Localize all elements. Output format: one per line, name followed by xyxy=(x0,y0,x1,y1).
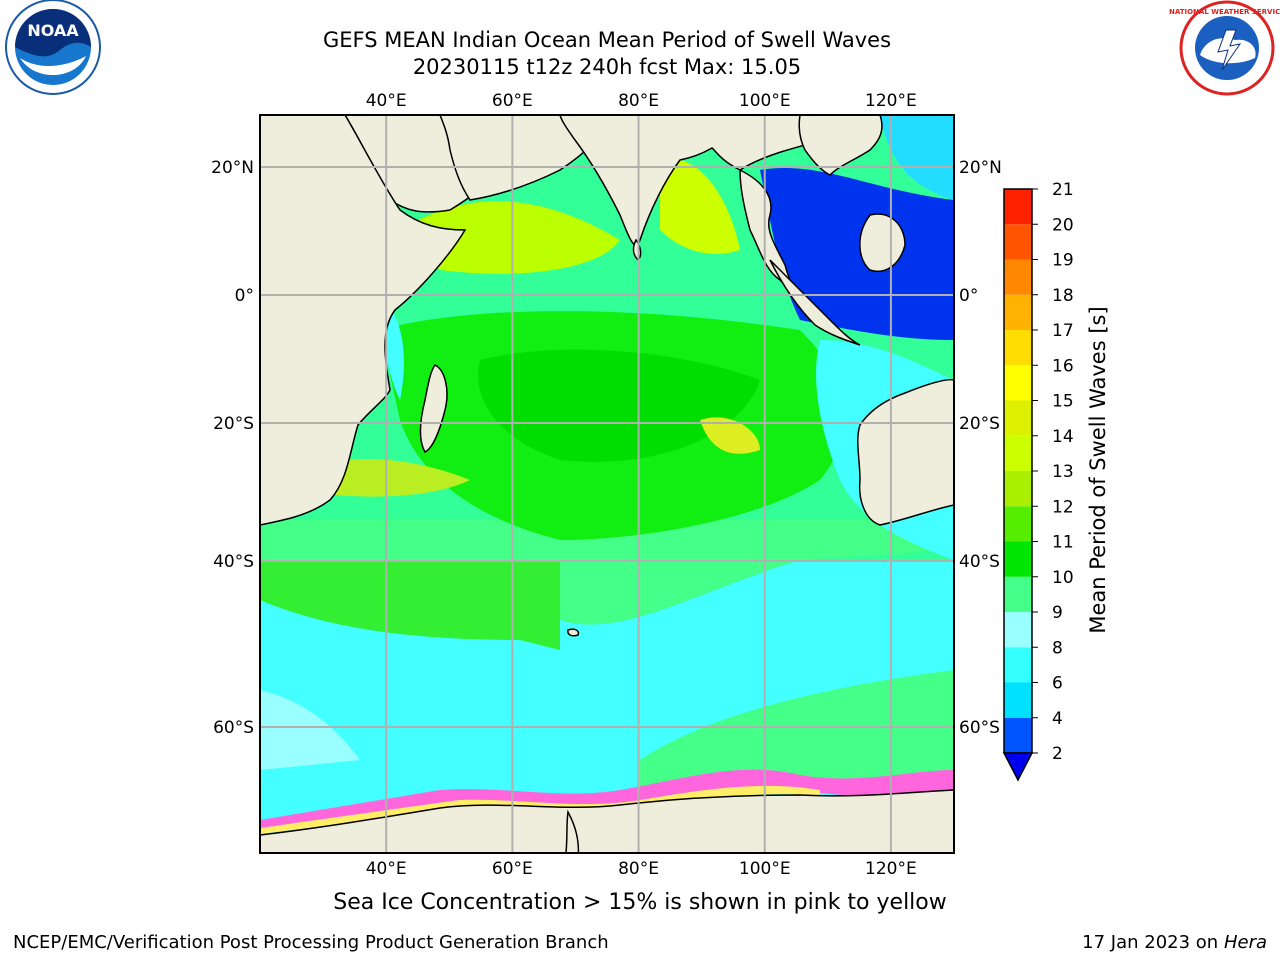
colorbar-label: 16 xyxy=(1052,356,1074,376)
colorbar-label: 18 xyxy=(1052,286,1074,306)
lat-tick-left: 20°N xyxy=(211,158,254,178)
colorbar-segment xyxy=(1004,435,1032,471)
colorbar-label: 13 xyxy=(1052,462,1074,482)
footer-date-text: 17 Jan 2023 on xyxy=(1082,932,1224,953)
colorbar-label: 21 xyxy=(1052,180,1074,200)
lon-tick-top: 60°E xyxy=(492,91,533,111)
colorbar-label: 15 xyxy=(1052,392,1074,412)
lat-tick-right: 0° xyxy=(959,286,978,306)
colorbar-title: Mean Period of Swell Waves [s] xyxy=(1086,306,1110,633)
lat-tick-left: 40°S xyxy=(213,552,254,572)
colorbar: 2 4 6 8 9 10 11 12 13 14 15 16 17 18 19 20 21 xyxy=(1002,180,1074,782)
map-title: GEFS MEAN Indian Ocean Mean Period of Sw… xyxy=(322,28,892,52)
lon-tick-labels-top: 40°E 60°E 80°E 100°E 120°E xyxy=(366,91,917,111)
lat-tick-right: 60°S xyxy=(959,718,1000,738)
land-masses xyxy=(260,115,954,853)
lon-tick-bottom: 60°E xyxy=(492,859,533,879)
swell-period-field xyxy=(260,115,954,853)
colorbar-label: 8 xyxy=(1052,638,1063,658)
colorbar-segment xyxy=(1004,224,1032,260)
colorbar-under-arrow xyxy=(1002,752,1034,782)
lat-tick-labels-right: 20°N 0° 20°S 40°S 60°S xyxy=(959,158,1002,738)
noaa-logo: NOAA xyxy=(5,0,101,95)
lon-tick-top: 40°E xyxy=(366,91,407,111)
colorbar-segment xyxy=(1004,365,1032,401)
colorbar-segment xyxy=(1004,400,1032,436)
colorbar-label: 14 xyxy=(1052,427,1074,447)
lon-tick-bottom: 80°E xyxy=(618,859,659,879)
map-subtitle: 20230115 t12z 240h fcst Max: 15.05 xyxy=(412,55,802,79)
lon-tick-labels-bottom: 40°E 60°E 80°E 100°E 120°E xyxy=(366,859,917,879)
colorbar-label: 11 xyxy=(1052,533,1074,553)
lat-tick-right: 20°S xyxy=(959,414,1000,434)
colorbar-segment xyxy=(1004,717,1032,753)
lat-tick-left: 0° xyxy=(235,286,254,306)
lon-tick-bottom: 100°E xyxy=(739,859,791,879)
colorbar-segment xyxy=(1004,612,1032,648)
lat-tick-left: 20°S xyxy=(213,414,254,434)
lon-tick-top: 120°E xyxy=(865,91,917,111)
colorbar-label: 4 xyxy=(1052,709,1063,729)
colorbar-segment xyxy=(1004,330,1032,366)
map-graticule xyxy=(260,115,954,853)
footer-credit: NCEP/EMC/Verification Post Processing Pr… xyxy=(13,932,609,953)
footer-host: Hera xyxy=(1223,932,1267,953)
map-frame xyxy=(259,114,955,854)
colorbar-segment xyxy=(1004,189,1032,225)
colorbar-label: 17 xyxy=(1052,321,1074,341)
colorbar-label: 2 xyxy=(1052,744,1063,764)
footer-date: 17 Jan 2023 on Hera xyxy=(1082,932,1267,953)
lat-tick-right: 20°N xyxy=(959,158,1002,178)
colorbar-segment xyxy=(1004,541,1032,577)
colorbar-segment xyxy=(1004,259,1032,295)
lat-tick-labels-left: 20°N 0° 20°S 40°S 60°S xyxy=(211,158,254,738)
lat-tick-left: 60°S xyxy=(213,718,254,738)
lon-tick-bottom: 40°E xyxy=(366,859,407,879)
colorbar-label: 20 xyxy=(1052,215,1074,235)
lon-tick-bottom: 120°E xyxy=(865,859,917,879)
colorbar-segment xyxy=(1004,506,1032,542)
colorbar-label: 6 xyxy=(1052,674,1063,694)
lon-tick-top: 100°E xyxy=(739,91,791,111)
colorbar-segment xyxy=(1004,471,1032,507)
nws-logo: NATIONAL WEATHER SERVICE xyxy=(1169,0,1280,96)
colorbar-label: 9 xyxy=(1052,603,1063,623)
lon-tick-top: 80°E xyxy=(618,91,659,111)
noaa-logo-text: NOAA xyxy=(27,21,79,40)
nws-logo-text: NATIONAL WEATHER SERVICE xyxy=(1169,8,1280,16)
sea-ice-caption: Sea Ice Concentration > 15% is shown in … xyxy=(333,890,947,915)
lat-tick-right: 40°S xyxy=(959,552,1000,572)
colorbar-label: 19 xyxy=(1052,251,1074,271)
colorbar-label: 10 xyxy=(1052,568,1074,588)
colorbar-label: 12 xyxy=(1052,497,1074,517)
colorbar-segment xyxy=(1004,576,1032,612)
colorbar-segment xyxy=(1004,647,1032,683)
colorbar-segment xyxy=(1004,294,1032,330)
colorbar-segment xyxy=(1004,682,1032,718)
